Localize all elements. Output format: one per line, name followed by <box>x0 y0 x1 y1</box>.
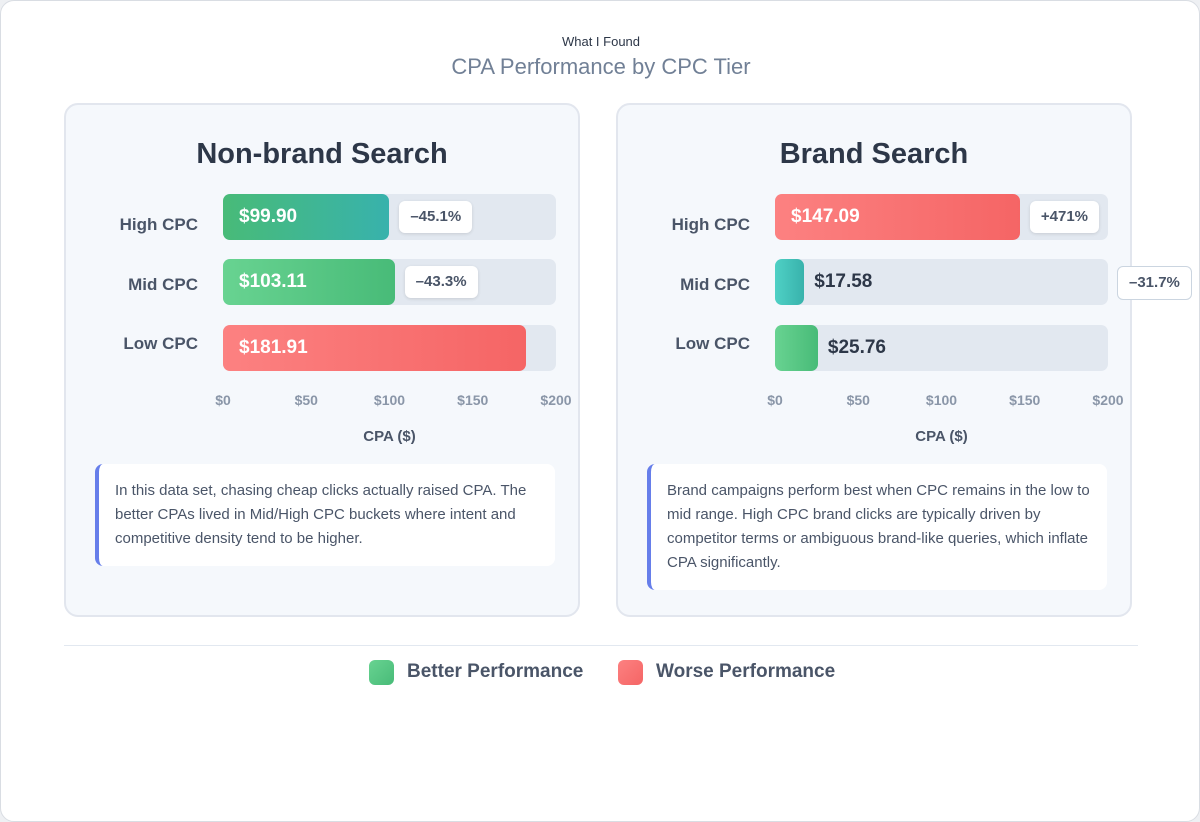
x-tick-label: $50 <box>846 392 870 408</box>
x-tick-label: $150 <box>457 392 489 408</box>
legend-swatch-worse <box>618 660 643 685</box>
panel-title: Brand Search <box>779 138 969 170</box>
non-brand-chart-panel: Non-brand Search In this data set, chasi… <box>64 103 580 617</box>
insight-note: Brand campaigns perform best when CPC re… <box>647 464 1107 590</box>
x-tick-label: $200 <box>1092 392 1124 408</box>
bar-high-cpc <box>223 194 390 240</box>
value-label-high-cpc: $147.09 <box>791 206 860 227</box>
value-label-mid-cpc: $103.11 <box>239 271 307 292</box>
x-tick-label: $200 <box>540 392 572 408</box>
legend-label-worse: Worse Performance <box>656 661 836 682</box>
row-label-high-cpc: High CPC <box>671 215 750 234</box>
row-label-mid-cpc: Mid CPC <box>680 275 750 294</box>
x-tick-label: $100 <box>373 392 406 408</box>
x-tick-label: $50 <box>294 392 318 408</box>
change-badge-high-cpc: +471% <box>1029 201 1100 233</box>
x-tick-label: $150 <box>1009 392 1041 408</box>
bar-low-cpc <box>775 325 818 371</box>
value-label-mid-cpc: $17.58 <box>814 271 873 292</box>
bar-track <box>775 259 1108 305</box>
x-axis-label: CPA ($) <box>915 428 968 445</box>
bar-track <box>775 325 1108 371</box>
change-badge-mid-cpc: –43.3% <box>404 266 478 298</box>
x-tick-label: $0 <box>215 392 231 408</box>
legend-swatch-better <box>369 660 394 685</box>
page-title: CPA Performance by CPC Tier <box>451 54 751 79</box>
section-kicker: What I Found <box>561 34 641 49</box>
bar-mid-cpc <box>223 259 395 305</box>
brand-chart-panel: Brand Search Brand campaigns perform bes… <box>616 103 1192 617</box>
row-label-low-cpc: Low CPC <box>123 334 198 353</box>
bar-mid-cpc <box>775 259 805 305</box>
x-tick-label: $0 <box>767 392 783 408</box>
row-label-mid-cpc: Mid CPC <box>128 275 198 294</box>
insight-note: In this data set, chasing cheap clicks a… <box>95 464 555 566</box>
x-tick-label: $100 <box>925 392 958 408</box>
legend-divider <box>64 645 1138 646</box>
change-badge-mid-cpc: –31.7% <box>1117 266 1192 300</box>
row-label-low-cpc: Low CPC <box>675 334 750 353</box>
row-label-high-cpc: High CPC <box>119 215 198 234</box>
bar-low-cpc <box>223 325 526 371</box>
value-label-low-cpc: $25.76 <box>827 337 886 358</box>
bar-high-cpc <box>775 194 1020 240</box>
value-label-low-cpc: $181.91 <box>239 337 308 358</box>
change-badge-high-cpc: –45.1% <box>399 201 473 233</box>
value-label-high-cpc: $99.90 <box>239 206 298 227</box>
x-axis-label: CPA ($) <box>363 428 416 445</box>
legend-label-better: Better Performance <box>407 661 584 682</box>
panel-title: Non-brand Search <box>196 138 448 170</box>
